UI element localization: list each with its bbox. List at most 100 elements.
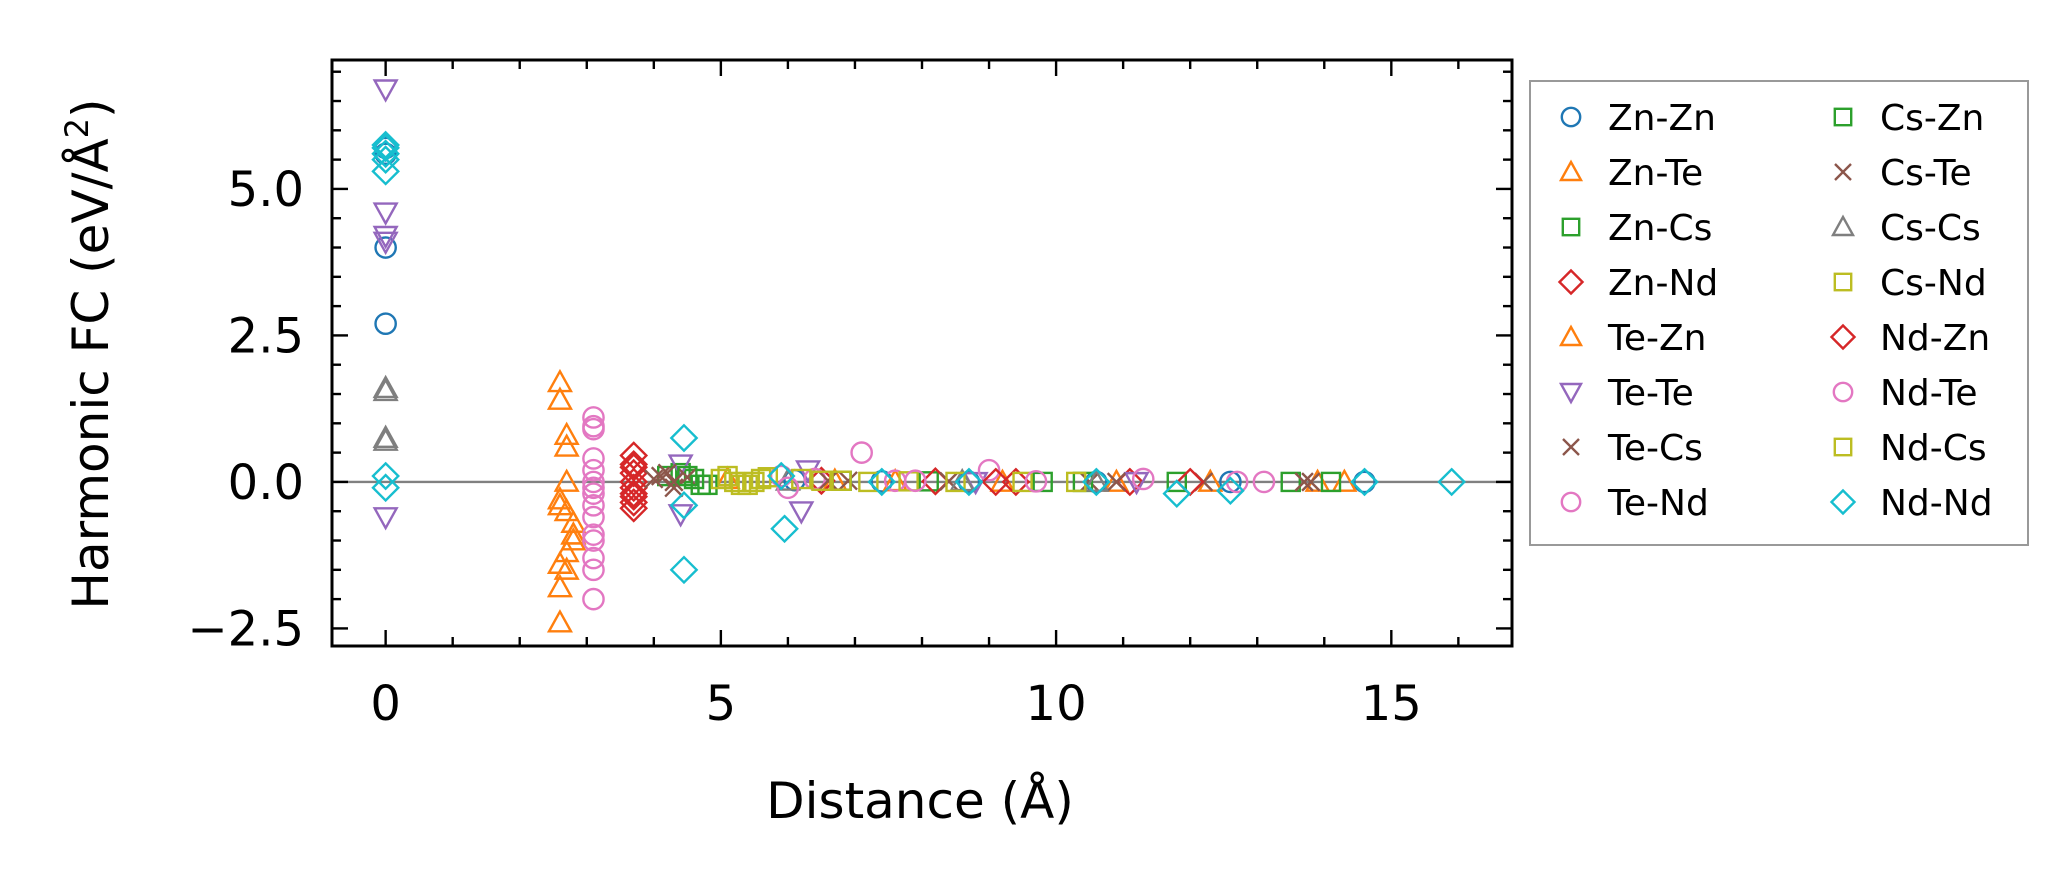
point-te-te (788, 501, 815, 525)
point-zn-cs (697, 474, 718, 496)
legend: Zn-Zn Zn-Te Zn-Cs Zn-Nd Te-Zn Te-Te Te-Cs Te-Nd… (1529, 80, 2029, 546)
axes-frame (330, 58, 1514, 648)
point-zn-zn (374, 236, 397, 259)
x-tick-label: 15 (1361, 676, 1422, 732)
legend-label: Te-Te (1607, 373, 1694, 414)
legend-label: Cs-Cs (1880, 208, 1981, 249)
point-nd-nd (1437, 467, 1467, 497)
point-zn-zn (374, 312, 397, 336)
point-nd-nd (766, 461, 796, 491)
point-nd-zn (619, 482, 649, 511)
point-te-nd (582, 482, 605, 505)
point-zn-te (553, 433, 580, 457)
point-cs-cs (372, 377, 399, 402)
legend-entry-cs-zn: Cs-Zn (1833, 98, 1984, 139)
point-nd-nd (867, 467, 897, 497)
legend-label: Nd-Zn (1880, 318, 1990, 359)
y-tick-label: 5.0 (228, 162, 304, 218)
series-te-te (372, 79, 1150, 531)
point-zn-zn (870, 470, 894, 493)
point-cs-zn (690, 474, 711, 496)
legend-label: Zn-Cs (1608, 208, 1712, 249)
tick-labels: 0 5 10 15 −2.5 0.0 2.5 5.0 (187, 162, 1421, 732)
legend-entry-nd-zn: Nd-Zn (1829, 318, 1990, 359)
legend-marker-te-te (1558, 382, 1584, 405)
point-te-zn (553, 468, 580, 492)
point-nd-cs (858, 471, 879, 493)
legend-marker-zn-zn (1560, 106, 1582, 128)
series-nd-te (582, 417, 1249, 570)
point-nd-nd (1350, 467, 1379, 497)
point-nd-nd (1216, 476, 1245, 506)
point-te-te (667, 454, 694, 478)
legend-label: Te-Nd (1607, 483, 1709, 524)
point-cs-zn (1320, 471, 1342, 493)
point-nd-nd (669, 491, 699, 520)
point-te-cs (677, 467, 697, 487)
legend-marker-te-zn (1558, 324, 1584, 347)
legend-marker-cs-cs (1830, 214, 1856, 237)
y-axis-title-close: ) (62, 98, 120, 118)
point-nd-te (582, 546, 605, 570)
point-cs-nd (757, 467, 779, 488)
point-te-nd (582, 523, 605, 546)
point-nd-zn (981, 467, 1011, 497)
point-zn-cs (918, 471, 939, 492)
point-te-zn (553, 556, 580, 580)
point-zn-nd (619, 449, 649, 479)
legend-entry-nd-cs: Nd-Cs (1833, 428, 1987, 469)
legend-entry-te-zn: Te-Zn (1558, 318, 1707, 359)
point-zn-nd (619, 473, 649, 503)
series-zn-zn (374, 136, 1376, 494)
point-nd-zn (619, 452, 649, 482)
point-zn-te (546, 386, 573, 410)
legend-label: Nd-Te (1880, 373, 1978, 414)
point-cs-nd (945, 471, 966, 493)
point-zn-cs (1166, 471, 1187, 493)
legend-marker-nd-zn (1829, 323, 1857, 351)
legend-box (1529, 80, 2029, 546)
legend-entry-zn-cs: Zn-Cs (1561, 208, 1712, 249)
point-nd-te (1024, 470, 1048, 493)
point-te-te (372, 79, 399, 103)
legend-entry-zn-nd: Zn-Nd (1557, 263, 1718, 304)
y-tick-label: 2.5 (228, 308, 304, 364)
point-cs-cs (372, 374, 399, 399)
point-te-te (372, 225, 399, 250)
legend-entry-cs-cs: Cs-Cs (1830, 208, 1981, 249)
point-nd-te (582, 417, 605, 441)
legend-entry-nd-nd: Nd-Nd (1829, 483, 1993, 524)
point-te-te (372, 202, 399, 226)
legend-label: Zn-Nd (1608, 263, 1718, 304)
legend-marker-nd-te (1832, 381, 1854, 403)
point-cs-te (1106, 472, 1127, 492)
y-tick-label: 0.0 (228, 455, 304, 511)
point-nd-te (776, 476, 800, 500)
point-zn-te (553, 421, 580, 446)
point-cs-nd (744, 471, 765, 493)
legend-label: Te-Cs (1607, 428, 1703, 469)
legend-marker-te-nd (1560, 491, 1582, 513)
point-zn-cs (1280, 471, 1301, 493)
legend-label: Cs-Nd (1880, 263, 1987, 304)
point-zn-te (546, 573, 573, 598)
point-te-cs (644, 469, 664, 489)
y-axis-title-superscript: 2 (58, 118, 96, 138)
legend-entry-zn-te: Zn-Te (1558, 153, 1703, 194)
data-markers (371, 79, 1467, 633)
point-nd-nd (1162, 479, 1192, 508)
plot-border (330, 58, 1514, 648)
point-nd-te (903, 469, 927, 493)
legend-label: Zn-Te (1608, 153, 1703, 194)
point-zn-nd (619, 493, 649, 523)
point-cs-nd (710, 468, 732, 490)
legend-marker-zn-cs (1561, 217, 1581, 237)
point-nd-cs (737, 474, 758, 496)
point-zn-nd (619, 458, 649, 488)
point-nd-nd (669, 555, 699, 585)
point-te-cs (939, 471, 959, 491)
point-te-te (372, 507, 399, 531)
point-te-zn (546, 609, 573, 633)
point-nd-nd (371, 130, 400, 160)
point-nd-nd (371, 461, 400, 491)
